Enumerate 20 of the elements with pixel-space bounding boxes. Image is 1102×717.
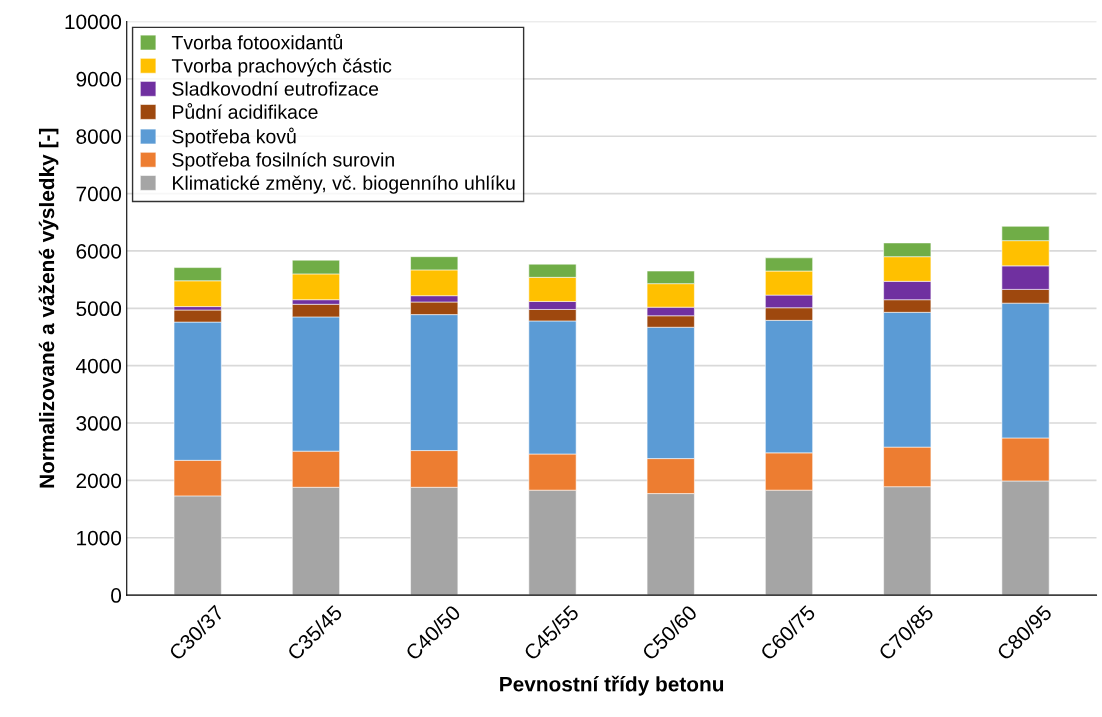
y-tick-label: 2000 xyxy=(76,473,122,489)
x-axis-title: Pevnostní třídy betonu xyxy=(500,675,724,696)
y-tick-label: 5000 xyxy=(76,301,122,317)
legend-label: Sladkovodní eutrofizace xyxy=(172,81,379,96)
y-tick-label: 1000 xyxy=(77,530,122,546)
y-tick-label: 3000 xyxy=(76,416,122,431)
y-tick-label: 4000 xyxy=(76,358,122,374)
y-tick-label: 0 xyxy=(111,588,122,603)
legend-label: Tvorba prachových částic xyxy=(171,58,392,77)
y-tick-label: 6000 xyxy=(76,243,122,259)
legend-label: Půdní acidifikace xyxy=(173,103,318,119)
y-axis-title: Normalizované a vážené výsledky [-] xyxy=(38,128,59,488)
legend-label: Klimatické změny, vč. biogenního uhlíku xyxy=(173,175,515,194)
y-tick-label: 9000 xyxy=(76,71,122,87)
legend-label: Tvorba fotooxidantů xyxy=(171,33,343,50)
y-tick-label: 10000 xyxy=(65,14,122,30)
legend-label: Spotřeba fosilních surovin xyxy=(172,152,394,171)
y-tick-label: 7000 xyxy=(76,186,122,202)
y-tick-label: 8000 xyxy=(76,129,122,144)
legend-label: Spotřeba kovů xyxy=(172,127,296,148)
